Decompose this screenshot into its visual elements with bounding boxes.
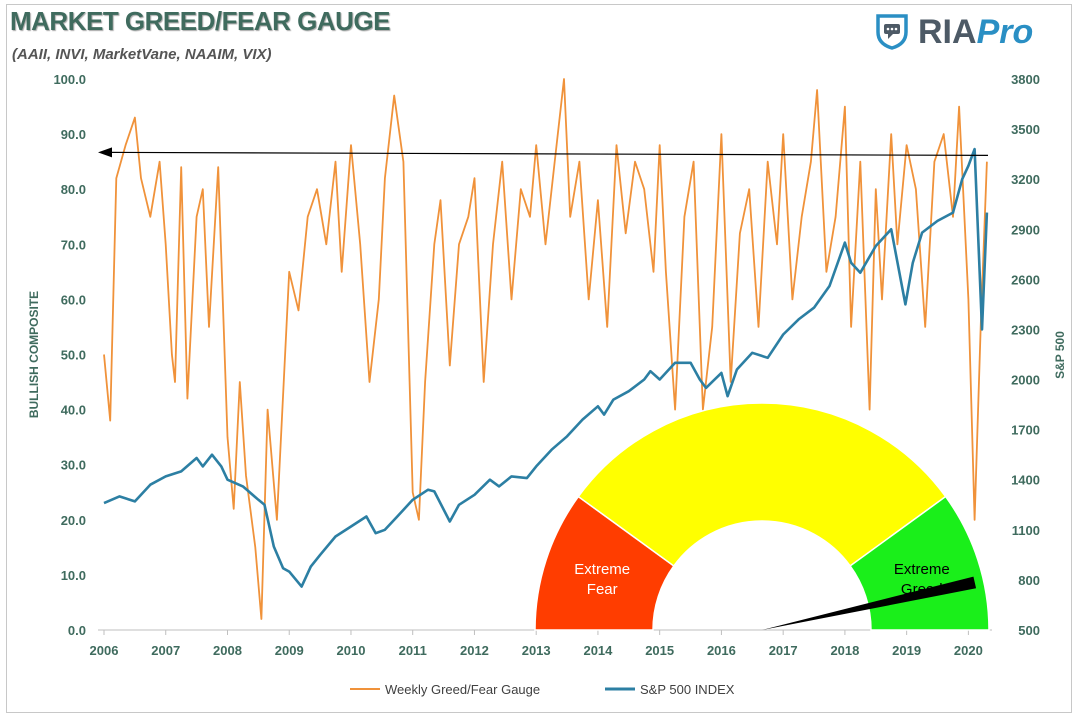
chart-frame <box>6 4 1072 713</box>
x-tick-label: 2019 <box>892 643 921 658</box>
gauge-segment <box>849 495 990 631</box>
gauge-label-line1: Extreme <box>574 561 630 578</box>
left-y-axis: 0.0 10.0 20.0 30.0 40.0 50.0 60.0 70.0 80.0 90.0 1… <box>53 72 86 638</box>
chart-subtitle: (AAII, INVI, MarketVane, NAAIM, VIX) <box>12 46 272 63</box>
x-tick-label: 2018 <box>830 643 859 658</box>
ria-pro-logo: RIAPro <box>874 10 1064 54</box>
series-layer <box>103 78 989 620</box>
x-tick-label: 2020 <box>954 643 983 658</box>
right-tick-label: 1400 <box>1011 473 1040 488</box>
left-tick-label: 40.0 <box>61 403 86 418</box>
gauge-label-line1: Extreme <box>894 561 950 578</box>
legend: Weekly Greed/Fear Gauge S&P 500 INDEX <box>350 682 735 697</box>
right-tick-label: 2600 <box>1011 272 1040 287</box>
right-tick-label: 2000 <box>1011 373 1040 388</box>
left-tick-label: 0.0 <box>68 623 86 638</box>
x-axis: 2006 2007 2008 2009 2010 2011 2012 2013 2014 2015… <box>90 630 983 658</box>
x-tick-label: 2006 <box>90 643 119 658</box>
right-tick-label: 1700 <box>1011 423 1040 438</box>
series-line-s-p-500-index <box>103 147 989 588</box>
left-axis-title: BULLISH COMPOSITE <box>27 291 41 418</box>
left-tick-label: 20.0 <box>61 513 86 528</box>
logo-product: Pro <box>976 13 1034 51</box>
shield-chat-icon <box>876 14 908 50</box>
right-tick-label: 1100 <box>1012 523 1040 538</box>
x-tick-label: 2011 <box>399 643 427 658</box>
left-tick-label: 50.0 <box>61 348 86 363</box>
chart-title: MARKET GREED/FEAR GAUGE <box>10 6 390 36</box>
x-tick-label: 2008 <box>213 643 242 658</box>
left-tick-label: 30.0 <box>61 458 86 473</box>
reference-arrow-line <box>107 151 989 156</box>
left-tick-label: 100.0 <box>53 72 86 87</box>
logo-brand: RIA <box>918 13 977 51</box>
x-tick-label: 2014 <box>583 643 613 658</box>
gauge-segment <box>577 402 947 567</box>
x-tick-label: 2010 <box>337 643 366 658</box>
right-y-axis: 500 800 1100 1400 1700 2000 2300 2600 2900 3200 35… <box>1011 72 1040 638</box>
left-tick-label: 70.0 <box>61 237 86 252</box>
x-tick-label: 2015 <box>645 643 674 658</box>
reference-arrowhead <box>98 147 112 158</box>
x-tick-label: 2013 <box>522 643 551 658</box>
x-tick-label: 2016 <box>707 643 736 658</box>
gauge-label-line2: Fear <box>587 581 618 598</box>
left-tick-label: 60.0 <box>61 292 86 307</box>
logo-wordmark: RIAPro <box>918 12 1033 52</box>
x-tick-label: 2012 <box>460 643 489 658</box>
right-tick-label: 3200 <box>1011 172 1040 187</box>
right-tick-label: 500 <box>1018 623 1040 638</box>
right-tick-label: 2300 <box>1011 322 1040 337</box>
right-tick-label: 3500 <box>1011 122 1040 137</box>
left-tick-label: 90.0 <box>61 127 86 142</box>
x-tick-label: 2017 <box>769 643 798 658</box>
right-tick-label: 2900 <box>1011 222 1040 237</box>
right-tick-label: 3800 <box>1011 72 1040 87</box>
right-tick-label: 800 <box>1018 573 1040 588</box>
x-tick-label: 2007 <box>151 643 180 658</box>
legend-label: Weekly Greed/Fear Gauge <box>385 682 540 697</box>
x-tick-label: 2009 <box>275 643 304 658</box>
left-tick-label: 10.0 <box>61 568 86 583</box>
legend-label: S&P 500 INDEX <box>640 682 735 697</box>
reference-arrow <box>98 147 989 158</box>
series-line-weekly-greed-fear-gauge <box>103 78 988 620</box>
right-axis-title: S&P 500 <box>1053 331 1067 379</box>
gauge-needle <box>762 576 977 630</box>
left-tick-label: 80.0 <box>61 182 86 197</box>
